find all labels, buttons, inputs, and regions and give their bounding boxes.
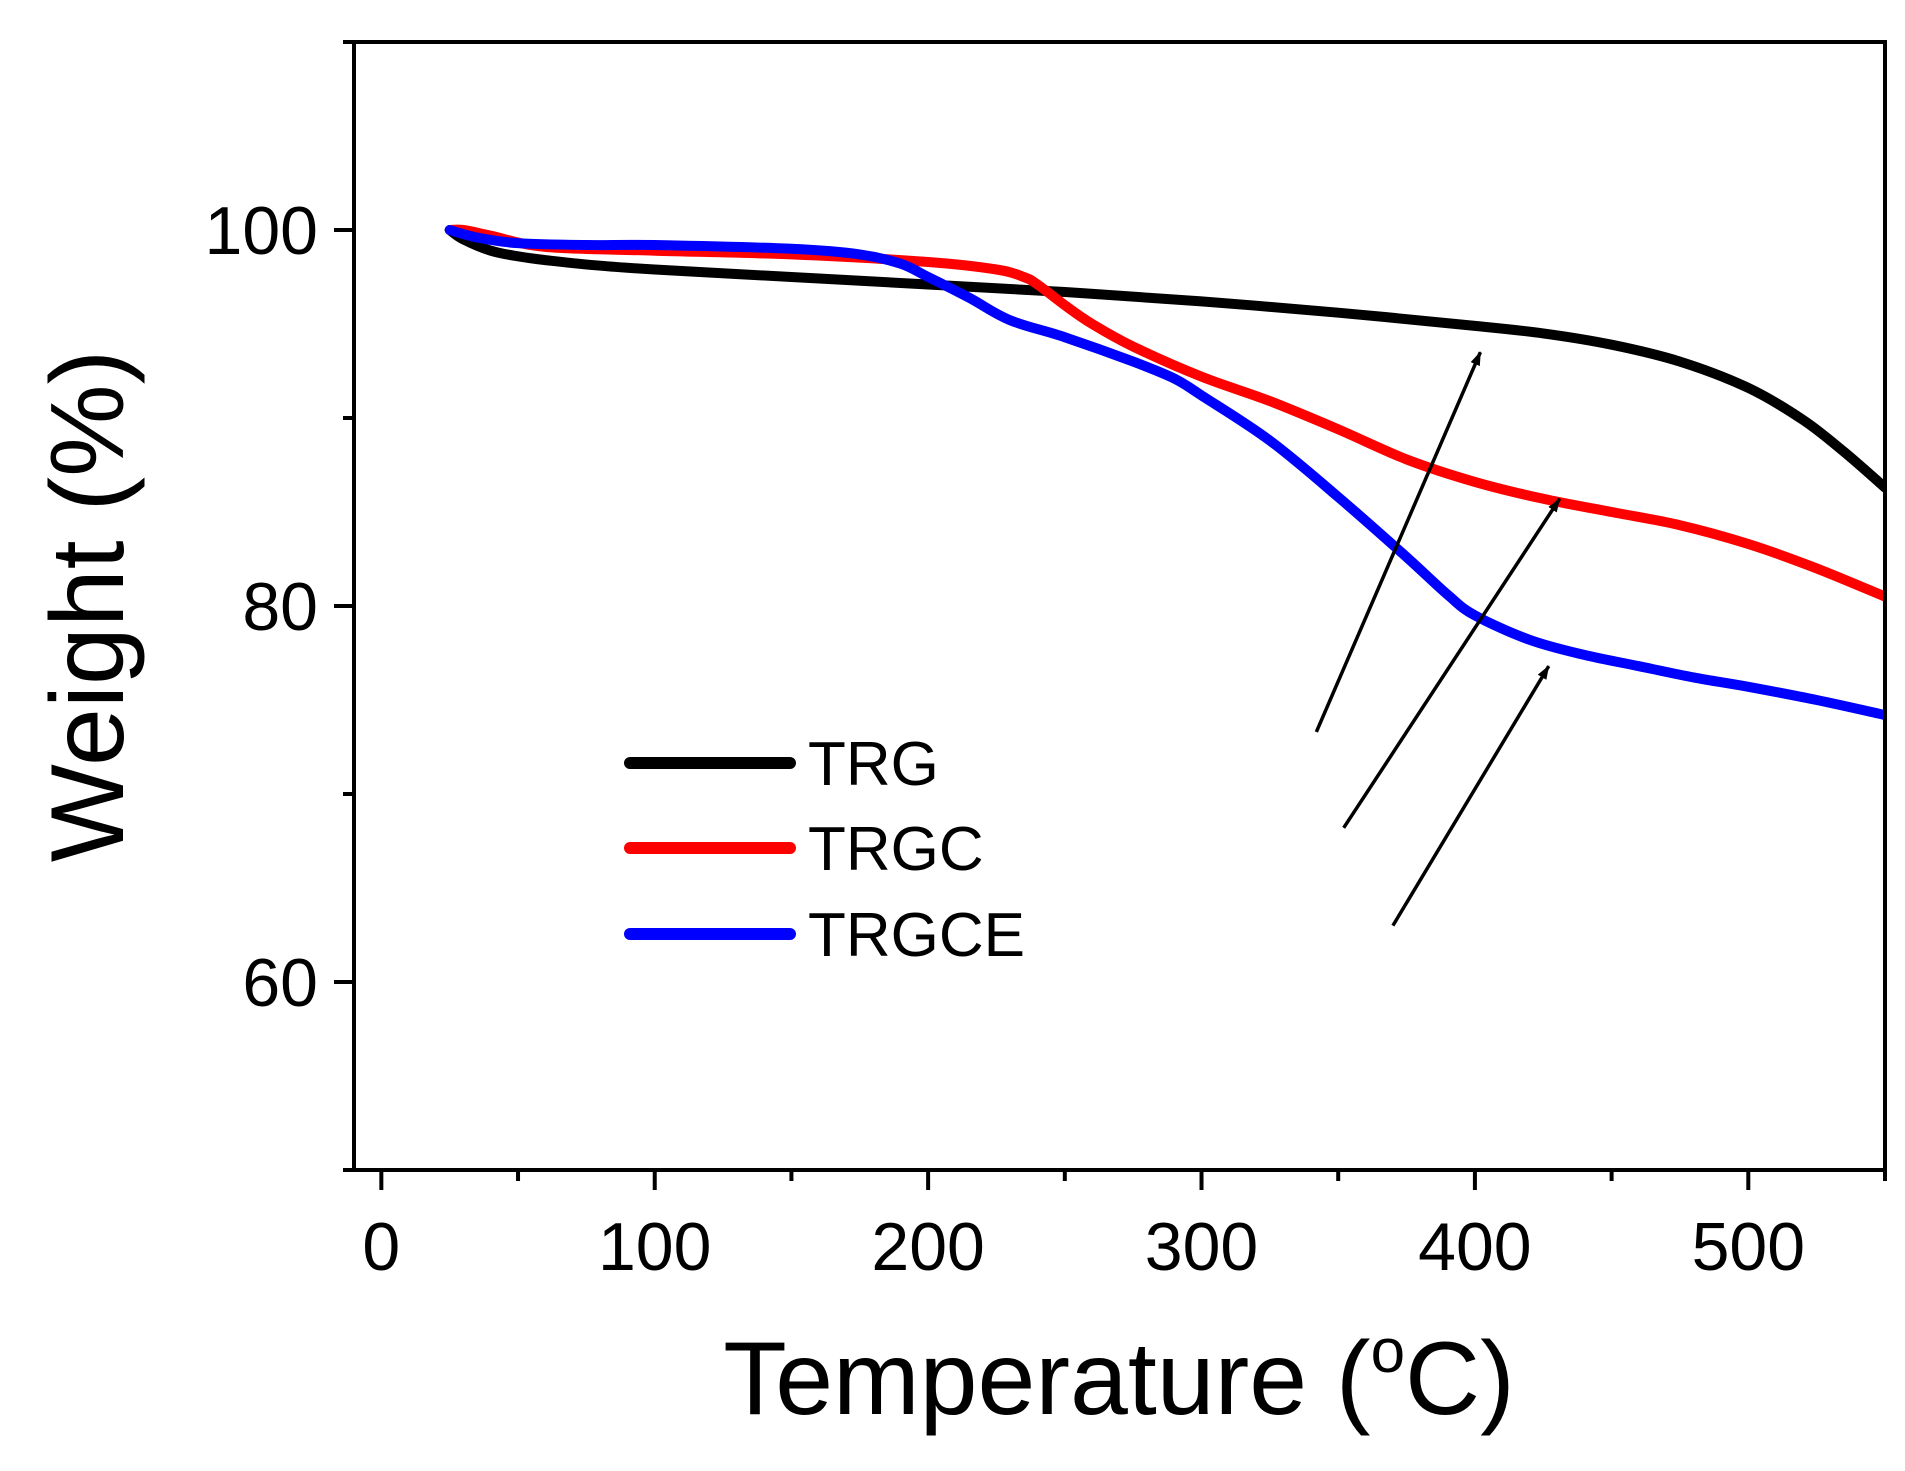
series-line-trgce bbox=[444, 225, 1885, 720]
y-tick-label: 100 bbox=[205, 193, 318, 269]
x-tick-label: 0 bbox=[362, 1209, 400, 1285]
series-line-trgc bbox=[444, 224, 1885, 602]
x-axis-title-unit: C) bbox=[1405, 1321, 1515, 1437]
x-tick-label: 100 bbox=[598, 1209, 711, 1285]
y-tick-label: 80 bbox=[242, 569, 318, 645]
legend: TRG TRGC TRGCE bbox=[624, 730, 1025, 970]
y-tick-label: 60 bbox=[242, 945, 318, 1021]
y-axis: 60 80 100 bbox=[205, 40, 354, 1172]
annotation-arrow bbox=[1342, 497, 1562, 829]
x-axis-title-main: Temperature ( bbox=[723, 1321, 1371, 1437]
series-line-trg bbox=[444, 225, 1885, 493]
x-axis-title: Temperature (oC) bbox=[723, 1317, 1515, 1437]
x-tick-label: 500 bbox=[1692, 1209, 1805, 1285]
y-axis-title: Weight (%) bbox=[30, 350, 146, 862]
legend-label-trgc: TRGC bbox=[808, 815, 984, 884]
plot-frame bbox=[352, 40, 1887, 1172]
x-tick-label: 400 bbox=[1418, 1209, 1531, 1285]
annotation-arrow bbox=[1391, 665, 1551, 927]
annotation-layer bbox=[1314, 351, 1562, 927]
x-tick-label: 200 bbox=[871, 1209, 984, 1285]
x-axis-title-superscript: o bbox=[1371, 1317, 1405, 1386]
annotation-arrow bbox=[1314, 351, 1482, 733]
legend-label-trgce: TRGCE bbox=[808, 901, 1025, 970]
series-layer bbox=[444, 224, 1885, 720]
x-axis: 0 100 200 300 400 500 bbox=[362, 1170, 1887, 1285]
x-tick-label: 300 bbox=[1145, 1209, 1258, 1285]
legend-label-trg: TRG bbox=[808, 730, 939, 799]
